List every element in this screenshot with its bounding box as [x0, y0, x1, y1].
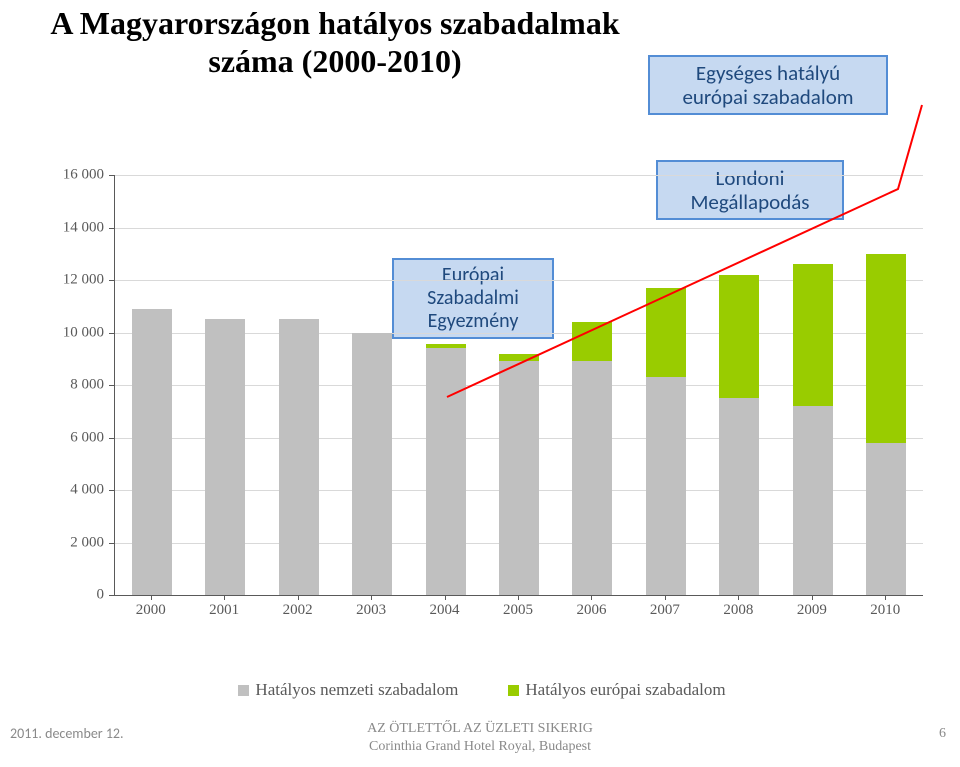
y-tick	[109, 543, 114, 544]
y-tick-label: 16 000	[42, 167, 104, 184]
y-tick	[109, 280, 114, 281]
chart-legend: Hatályos nemzeti szabadalom Hatályos euró…	[42, 680, 922, 700]
bar-nemzeti	[793, 406, 833, 595]
y-tick-label: 14 000	[42, 219, 104, 236]
gridline	[115, 228, 923, 229]
x-tick-label: 2005	[503, 602, 533, 619]
bar-nemzeti	[352, 333, 392, 596]
x-tick	[224, 595, 225, 600]
x-tick-label: 2004	[430, 602, 460, 619]
bar-nemzeti	[866, 443, 906, 595]
callout-unitary-patent: Egységes hatályú európai szabadalom	[648, 55, 888, 115]
footer-line1: AZ ÖTLETTŐL AZ ÜZLETI SIKERIG	[367, 721, 593, 736]
y-tick-label: 12 000	[42, 272, 104, 289]
bar-nemzeti	[719, 398, 759, 595]
x-tick	[665, 595, 666, 600]
bar-nemzeti	[426, 348, 466, 595]
y-tick-label: 6 000	[42, 429, 104, 446]
slide-title: A Magyarországon hatályos szabadalmak sz…	[15, 4, 655, 81]
x-tick	[812, 595, 813, 600]
x-tick	[371, 595, 372, 600]
x-tick-label: 2003	[356, 602, 386, 619]
x-tick	[445, 595, 446, 600]
x-tick	[738, 595, 739, 600]
bar-nemzeti	[499, 361, 539, 595]
y-tick	[109, 175, 114, 176]
x-tick	[151, 595, 152, 600]
y-tick	[109, 228, 114, 229]
x-tick	[885, 595, 886, 600]
x-tick-label: 2002	[283, 602, 313, 619]
x-tick-label: 2009	[797, 602, 827, 619]
y-tick-label: 4 000	[42, 482, 104, 499]
bar-europai	[793, 264, 833, 406]
legend-label: Hatályos nemzeti szabadalom	[255, 680, 458, 699]
legend-item: Hatályos nemzeti szabadalom	[238, 680, 458, 700]
legend-swatch	[238, 685, 249, 696]
bar-nemzeti	[572, 361, 612, 595]
x-tick-label: 2006	[576, 602, 606, 619]
bar-chart: Hatályos nemzeti szabadalomHatályos euró…	[42, 175, 922, 645]
y-tick	[109, 385, 114, 386]
x-tick	[518, 595, 519, 600]
y-tick	[109, 490, 114, 491]
gridline	[115, 175, 923, 176]
bar-nemzeti	[205, 319, 245, 595]
y-tick-label: 8 000	[42, 377, 104, 394]
bar-nemzeti	[646, 377, 686, 595]
x-tick-label: 2010	[870, 602, 900, 619]
y-tick-label: 10 000	[42, 324, 104, 341]
footer-title: AZ ÖTLETTŐL AZ ÜZLETI SIKERIG Corinthia …	[0, 720, 960, 755]
bar-europai	[866, 254, 906, 443]
x-tick-label: 2007	[650, 602, 680, 619]
legend-swatch	[508, 685, 519, 696]
chart-plot-area	[114, 175, 923, 596]
y-tick-label: 2 000	[42, 534, 104, 551]
y-tick	[109, 438, 114, 439]
x-tick-label: 2008	[723, 602, 753, 619]
x-tick-label: 2001	[209, 602, 239, 619]
x-tick-label: 2000	[136, 602, 166, 619]
y-tick-label: 0	[42, 587, 104, 604]
bar-europai	[572, 322, 612, 361]
y-tick	[109, 595, 114, 596]
legend-item: Hatályos európai szabadalom	[508, 680, 725, 700]
bar-europai	[646, 288, 686, 377]
x-tick	[591, 595, 592, 600]
bar-nemzeti	[279, 319, 319, 595]
footer-line2: Corinthia Grand Hotel Royal, Budapest	[369, 739, 591, 754]
bar-nemzeti	[132, 309, 172, 595]
page-number: 6	[939, 726, 946, 742]
bar-europai	[499, 354, 539, 362]
slide-root: A Magyarországon hatályos szabadalmak sz…	[0, 0, 960, 767]
bar-europai	[719, 275, 759, 398]
bar-europai	[426, 344, 466, 348]
legend-label: Hatályos európai szabadalom	[525, 680, 725, 699]
x-tick	[298, 595, 299, 600]
y-tick	[109, 333, 114, 334]
